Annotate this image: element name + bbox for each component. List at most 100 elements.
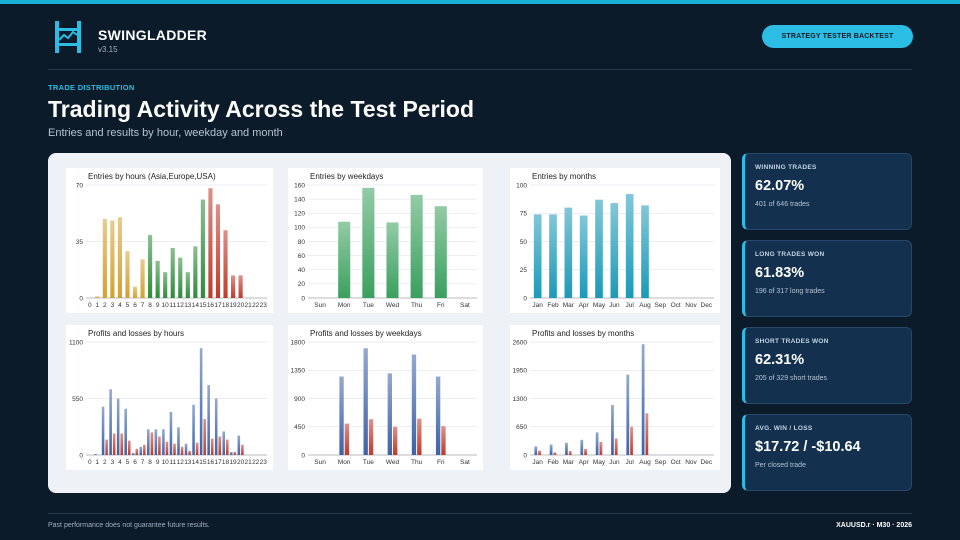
bar xyxy=(140,259,145,298)
bar xyxy=(610,203,619,298)
x-tick-label: Aug xyxy=(639,302,651,309)
stat-value: $17.72 / -$10.64 xyxy=(755,439,861,455)
profit-bar xyxy=(154,429,158,455)
stat-detail: Per closed trade xyxy=(755,462,806,469)
x-tick-label: 21 xyxy=(245,459,253,466)
loss-bar xyxy=(368,419,374,455)
stat-value: 62.31% xyxy=(755,352,805,368)
x-tick-label: 12 xyxy=(177,459,185,466)
x-tick-label: 23 xyxy=(260,302,268,309)
x-tick-label: 23 xyxy=(260,459,268,466)
y-tick-label: 650 xyxy=(516,424,527,431)
profit-bar xyxy=(101,406,105,455)
profit-bar xyxy=(229,451,233,455)
y-tick-label: 550 xyxy=(72,396,83,403)
x-tick-label: 17 xyxy=(214,302,222,309)
stat-card-long-trades-won: LONG TRADES WON 61.83% 196 of 317 long t… xyxy=(742,240,912,317)
ladder-chart-icon xyxy=(55,21,81,53)
bar xyxy=(533,214,542,298)
x-tick-label: 13 xyxy=(184,459,192,466)
bar xyxy=(230,275,236,298)
loss-bar xyxy=(614,438,618,455)
x-tick-label: Mon xyxy=(338,459,351,466)
x-tick-label: 9 xyxy=(156,459,160,466)
loss-bar xyxy=(417,418,422,455)
loss-bar xyxy=(180,446,184,455)
loss-bar xyxy=(538,450,541,455)
x-tick-label: Mon xyxy=(338,302,351,309)
loss-bar xyxy=(441,426,446,455)
x-tick-label: 14 xyxy=(192,459,200,466)
loss-bar xyxy=(233,451,237,455)
profit-bar xyxy=(626,374,630,455)
loss-bar xyxy=(344,423,350,455)
x-tick-label: 10 xyxy=(162,459,170,466)
y-tick-label: 140 xyxy=(294,196,305,203)
x-tick-label: 0 xyxy=(88,302,92,309)
y-tick-label: 0 xyxy=(523,452,527,459)
stat-detail: 401 of 646 trades xyxy=(755,201,810,208)
y-tick-label: 25 xyxy=(520,267,528,274)
x-tick-label: 16 xyxy=(207,459,215,466)
x-tick-label: 22 xyxy=(252,302,260,309)
bar xyxy=(102,218,107,298)
profit-bar xyxy=(147,429,150,455)
profit-bar xyxy=(192,404,195,455)
x-tick-label: 2 xyxy=(103,459,107,466)
y-tick-label: 100 xyxy=(516,182,527,189)
y-tick-label: 60 xyxy=(298,253,306,260)
bar xyxy=(410,194,423,298)
bar xyxy=(434,206,447,298)
stat-detail: 196 of 317 long trades xyxy=(755,288,825,295)
bar xyxy=(110,220,115,298)
page-subtitle: Entries and results by hour, weekday and… xyxy=(48,127,283,139)
x-tick-label: 21 xyxy=(245,302,253,309)
section-eyebrow: TRADE DISTRIBUTION xyxy=(48,83,135,92)
x-tick-label: 18 xyxy=(222,302,230,309)
x-tick-label: 6 xyxy=(133,302,137,309)
bar xyxy=(564,207,573,298)
profit-bar xyxy=(116,398,120,455)
footer-divider xyxy=(48,513,912,514)
loss-bar xyxy=(188,450,191,455)
chart-background xyxy=(288,168,483,313)
profit-bar xyxy=(207,385,210,455)
x-tick-label: 7 xyxy=(141,459,145,466)
loss-bar xyxy=(203,419,206,455)
y-tick-label: 70 xyxy=(76,182,84,189)
y-tick-label: 0 xyxy=(301,452,305,459)
chart-3: Entries by months 0 25 50 75 100 Jan Feb Mar Apr M… xyxy=(510,168,720,313)
x-tick-label: Jan xyxy=(532,302,543,309)
x-tick-label: Thu xyxy=(411,459,423,466)
x-tick-label: Feb xyxy=(547,459,559,466)
bar xyxy=(155,260,160,298)
x-tick-label: Wed xyxy=(386,302,400,309)
x-tick-label: 5 xyxy=(126,459,130,466)
profit-bar xyxy=(199,348,203,455)
y-tick-label: 0 xyxy=(79,295,83,302)
profit-bar xyxy=(237,435,241,455)
x-tick-label: Aug xyxy=(639,459,651,466)
y-tick-label: 50 xyxy=(520,239,528,246)
charts-canvas: Entries by hours (Asia,Europe,USA)035700… xyxy=(66,168,720,470)
charts-panel: Entries by hours (Asia,Europe,USA) 0 35 70 0… xyxy=(48,153,731,493)
x-tick-label: 19 xyxy=(229,459,237,466)
bar xyxy=(170,247,175,298)
x-tick-label: 7 xyxy=(141,302,145,309)
chart-title: Entries by weekdays xyxy=(310,172,383,181)
loss-bar xyxy=(105,439,108,455)
y-tick-label: 160 xyxy=(294,182,305,189)
profit-bar xyxy=(411,354,417,455)
loss-bar xyxy=(143,444,146,455)
strategy-tester-badge[interactable]: STRATEGY TESTER BACKTEST xyxy=(762,25,913,48)
loss-bar xyxy=(112,433,116,455)
loss-bar xyxy=(226,439,229,455)
stat-label: AVG. WIN / LOSS xyxy=(755,425,813,432)
x-tick-label: 3 xyxy=(111,459,115,466)
brand-name: SWINGLADDER xyxy=(98,27,208,43)
x-tick-label: 4 xyxy=(118,459,122,466)
x-tick-label: Sun xyxy=(314,302,326,309)
x-tick-label: 11 xyxy=(169,302,176,309)
chart-5: Profits and losses by weekdays 0 450 900 135… xyxy=(288,325,483,470)
x-tick-label: May xyxy=(593,459,606,466)
